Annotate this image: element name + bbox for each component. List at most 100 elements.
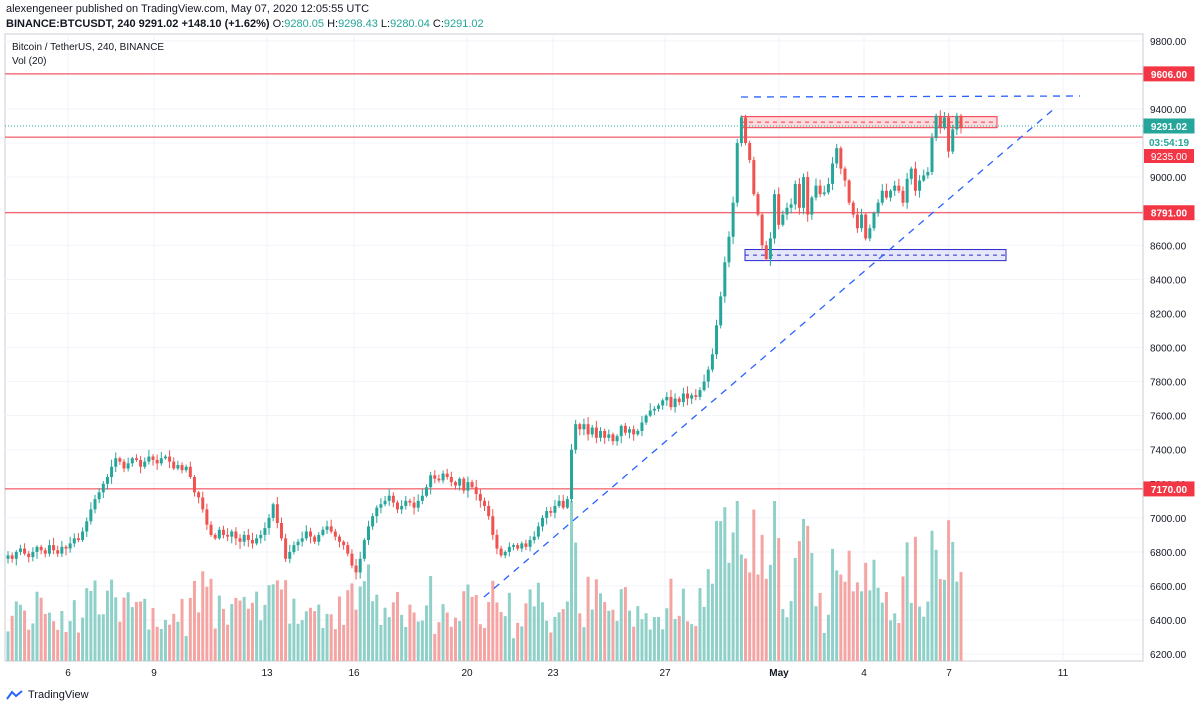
candle-up bbox=[710, 354, 714, 370]
volume-bar bbox=[424, 605, 428, 661]
volume-bar bbox=[85, 588, 89, 661]
candle-down bbox=[777, 194, 781, 225]
candle-down bbox=[744, 117, 748, 144]
trend-lines bbox=[483, 95, 1081, 598]
volume-bar bbox=[93, 580, 97, 661]
candle-up bbox=[379, 504, 383, 508]
candle-up bbox=[383, 500, 387, 505]
candle-up bbox=[909, 168, 913, 179]
candle-down bbox=[752, 160, 756, 195]
volume-bar bbox=[39, 597, 43, 661]
candle-up bbox=[922, 175, 926, 181]
price-tick-label: 9000.00 bbox=[1150, 173, 1187, 184]
candle-up bbox=[831, 163, 835, 184]
volume-bar bbox=[151, 608, 155, 661]
volume-bar bbox=[284, 580, 288, 661]
candle-down bbox=[333, 531, 337, 537]
candle-down bbox=[594, 427, 598, 438]
volume-bar bbox=[545, 620, 549, 661]
candle-up bbox=[503, 551, 507, 556]
price-label-text: 8791.00 bbox=[1151, 209, 1188, 220]
candle-up bbox=[739, 117, 743, 144]
volume-bar bbox=[383, 607, 387, 661]
candle-up bbox=[512, 545, 516, 547]
candle-down bbox=[947, 117, 951, 152]
candle-up bbox=[702, 381, 706, 391]
candle-up bbox=[528, 540, 532, 547]
candle-down bbox=[561, 500, 565, 508]
volume-bar bbox=[557, 612, 561, 661]
volume-bar bbox=[847, 550, 851, 661]
volume-bar bbox=[234, 597, 238, 661]
volume-bar bbox=[922, 616, 926, 661]
volume-bar bbox=[255, 591, 259, 661]
volume-bar bbox=[176, 621, 180, 661]
volume-bar bbox=[669, 578, 673, 661]
candle-up bbox=[81, 531, 85, 541]
candle-down bbox=[395, 502, 399, 510]
volume-bar bbox=[744, 558, 748, 661]
volume-bar bbox=[478, 624, 482, 661]
candle-up bbox=[619, 425, 623, 437]
volume-bar bbox=[416, 621, 420, 661]
volume-bar bbox=[938, 579, 942, 661]
candle-up bbox=[636, 430, 640, 435]
candle-up bbox=[267, 517, 271, 529]
time-axis[interactable]: 6 9 13 16 20 23 27 May 4 7 11 bbox=[65, 668, 1068, 679]
symbol-name: BINANCE:BTCUSDT, 240 bbox=[6, 18, 136, 30]
volume-bar bbox=[541, 602, 545, 661]
candle-up bbox=[681, 393, 685, 403]
volume-bar bbox=[889, 620, 893, 661]
candle-down bbox=[462, 478, 466, 491]
volume-bar bbox=[698, 588, 702, 661]
volume-bar bbox=[594, 579, 598, 661]
horizontal-levels bbox=[5, 73, 1143, 490]
candle-up bbox=[615, 436, 619, 442]
volume-bar bbox=[420, 620, 424, 661]
candle-down bbox=[10, 555, 14, 559]
candle-down bbox=[764, 245, 768, 259]
footer-brand[interactable]: TradingView bbox=[6, 689, 89, 701]
volume-bar bbox=[114, 597, 118, 661]
candle-down bbox=[938, 115, 942, 128]
volume-bar bbox=[802, 518, 806, 661]
time-tick-label: May bbox=[769, 668, 789, 679]
volume-bar bbox=[333, 629, 337, 661]
candle-up bbox=[590, 427, 594, 435]
volume-bar bbox=[690, 624, 694, 661]
volume-bar bbox=[731, 532, 735, 661]
candle-up bbox=[114, 458, 118, 467]
candle-down bbox=[623, 425, 627, 433]
price-tick-label: 6800.00 bbox=[1150, 548, 1187, 559]
candle-up bbox=[420, 495, 424, 501]
volume-bar bbox=[565, 601, 569, 661]
candle-up bbox=[934, 115, 938, 138]
candle-down bbox=[151, 456, 155, 460]
candle-down bbox=[549, 511, 553, 513]
volume-bar bbox=[855, 582, 859, 661]
volume-bar bbox=[582, 627, 586, 661]
volume-bar bbox=[930, 530, 934, 661]
volume-bar bbox=[619, 589, 623, 661]
candle-down bbox=[686, 393, 690, 399]
candle-up bbox=[872, 212, 876, 229]
candle-up bbox=[802, 177, 806, 208]
candle-down bbox=[864, 214, 868, 239]
volume-bar bbox=[926, 601, 930, 661]
candle-down bbox=[694, 395, 698, 397]
candle-up bbox=[292, 545, 296, 552]
volume-bar bbox=[487, 602, 491, 661]
volume-bar bbox=[72, 600, 76, 661]
volume-bar bbox=[35, 591, 39, 661]
volume-bar bbox=[586, 576, 590, 661]
candle-up bbox=[582, 424, 586, 430]
price-label-text: 9606.00 bbox=[1151, 70, 1188, 81]
candle-up bbox=[288, 551, 292, 559]
candle-up bbox=[163, 456, 167, 459]
volume-bar bbox=[773, 501, 777, 661]
time-tick-label: 20 bbox=[461, 668, 473, 679]
volume-bar bbox=[880, 602, 884, 661]
candle-up bbox=[47, 545, 51, 554]
candle-up bbox=[541, 517, 545, 527]
